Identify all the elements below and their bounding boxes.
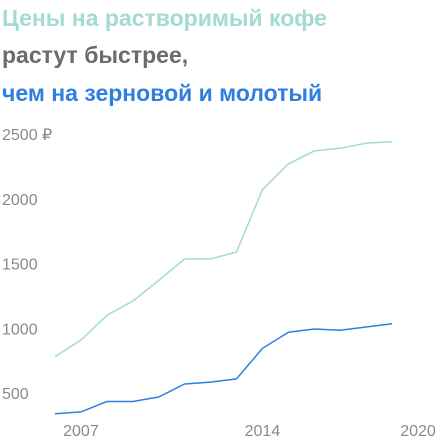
y-tick-label: 1500: [2, 257, 38, 274]
series-line: [54, 323, 393, 415]
y-tick-label: 500: [2, 386, 29, 403]
x-tick-label: 2014: [245, 423, 281, 440]
y-tick-label: 2000: [2, 192, 38, 209]
y-tick-label: 1000: [2, 321, 38, 338]
y-tick-label: 2500 ₽: [2, 127, 52, 144]
series-line: [54, 141, 393, 358]
x-tick-label: 2007: [63, 423, 99, 440]
x-tick-label: 2020: [400, 423, 436, 440]
chart-title-line: растут быстрее,: [2, 42, 188, 68]
chart-title-line: Цены на растворимый кофе: [2, 5, 327, 31]
chart-title-line: чем на зерновой и молотый: [2, 80, 322, 106]
